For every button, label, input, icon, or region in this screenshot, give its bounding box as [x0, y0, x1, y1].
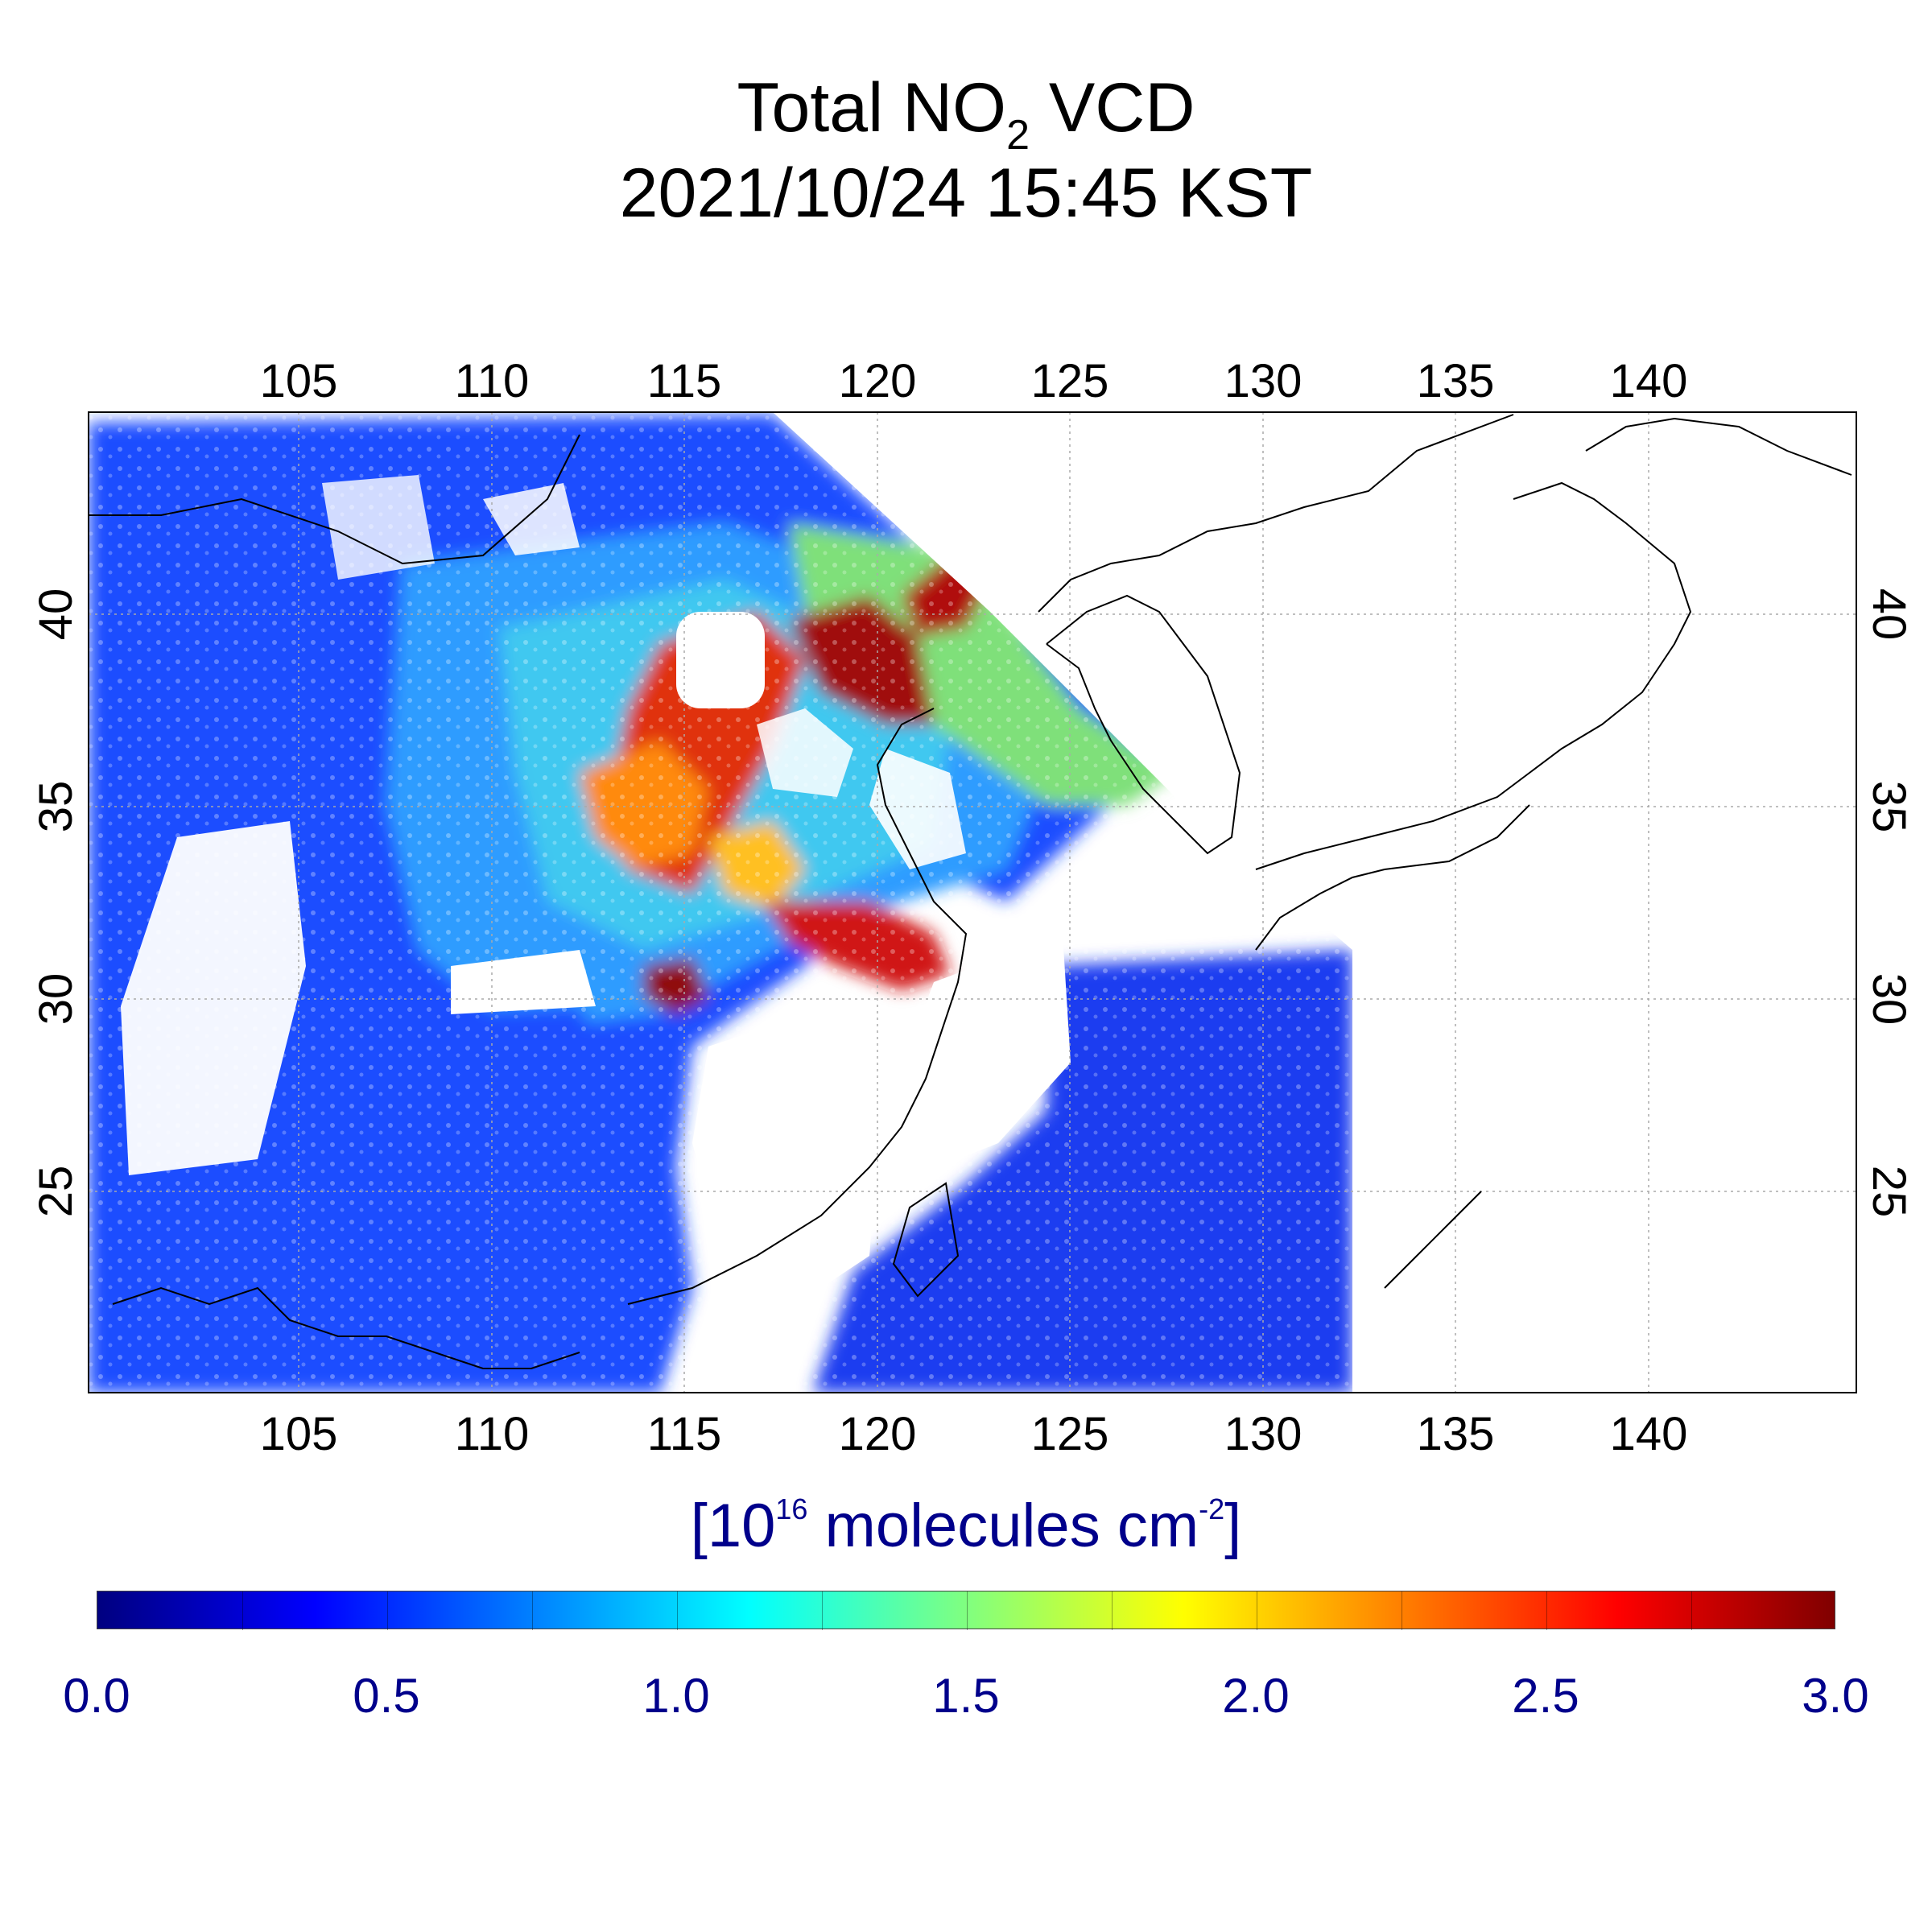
colorbar-tick: [1112, 1591, 1113, 1630]
lon-tick-top: 120: [838, 355, 917, 407]
colorbar-label: 2.5: [1512, 1669, 1579, 1723]
colorbar-tick: [967, 1591, 968, 1630]
title-subscript: 2: [1006, 112, 1030, 159]
lon-tick-top: 105: [259, 355, 338, 407]
colorbar-tick: [677, 1591, 678, 1630]
lat-tick-right: 35: [1863, 780, 1915, 833]
lon-tick-top: 115: [646, 355, 722, 407]
lon-tick-bottom: 105: [259, 1408, 338, 1460]
title-end: VCD: [1030, 69, 1195, 147]
lat-tick-right: 30: [1863, 972, 1915, 1026]
lat-tick-left: 35: [30, 780, 82, 833]
title-line-2: 2021/10/24 15:45 KST: [619, 155, 1313, 232]
lat-tick-left: 30: [30, 972, 82, 1026]
colorbar-label: 0.0: [63, 1669, 130, 1723]
lon-tick-bottom: 115: [646, 1408, 722, 1460]
lat-tick-right: 25: [1863, 1165, 1915, 1218]
colorbar-unit-label: [1016 molecules cm-2]: [690, 1492, 1242, 1560]
colorbar-label: 0.5: [353, 1669, 420, 1723]
title-line-1: Total NO2 VCD: [0, 66, 1932, 177]
lon-tick-bottom: 130: [1224, 1408, 1302, 1460]
colorbar-tick: [387, 1591, 388, 1630]
colorbar-tick: [242, 1591, 243, 1630]
lon-tick-top: 125: [1030, 355, 1109, 407]
colorbar-label: 1.0: [642, 1669, 710, 1723]
lat-tick-left: 25: [30, 1165, 82, 1218]
lon-tick-top: 135: [1416, 355, 1495, 407]
colorbar-tick: [1546, 1591, 1547, 1630]
lon-tick-bottom: 135: [1416, 1408, 1495, 1460]
lon-tick-top: 110: [454, 355, 530, 407]
lat-tick-right: 40: [1863, 588, 1915, 641]
colorbar: [97, 1591, 1835, 1630]
lon-tick-bottom: 140: [1609, 1408, 1688, 1460]
colorbar-label: 1.5: [932, 1669, 1000, 1723]
lon-tick-top: 140: [1609, 355, 1688, 407]
lon-tick-bottom: 120: [838, 1408, 917, 1460]
colorbar-tick: [822, 1591, 823, 1630]
graticule: [89, 412, 1856, 1393]
plot-frame: [88, 411, 1857, 1393]
lon-tick-top: 130: [1224, 355, 1302, 407]
title-main: Total NO: [737, 69, 1007, 147]
colorbar-tick: [1691, 1591, 1692, 1630]
satellite-field: [89, 412, 1856, 1393]
colorbar-tick: [532, 1591, 533, 1630]
lon-tick-bottom: 110: [454, 1408, 530, 1460]
coastlines: [89, 414, 1852, 1369]
colorbar-label: 3.0: [1802, 1669, 1869, 1723]
colorbar-label: 2.0: [1222, 1669, 1290, 1723]
lon-tick-bottom: 125: [1030, 1408, 1109, 1460]
lat-tick-left: 40: [30, 588, 82, 641]
